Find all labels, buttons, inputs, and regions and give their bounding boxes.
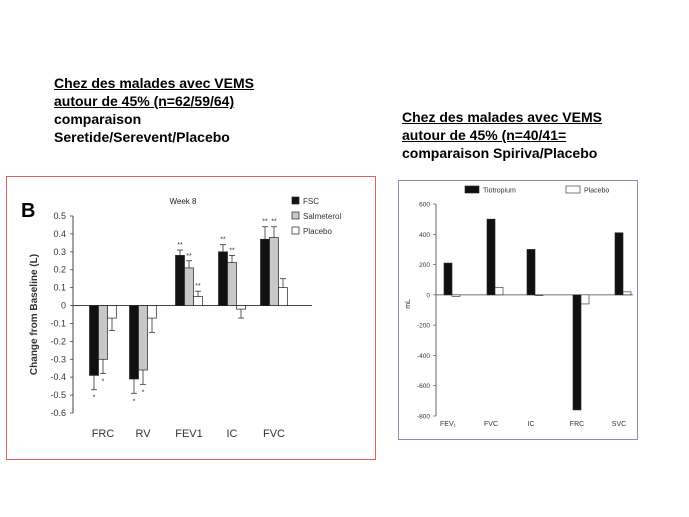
y-tick-label: -200 — [417, 323, 430, 330]
right-chart: 600 400 200 0 -200 -400 -600 -800 mL FEV₁ FVC IC FRC… — [405, 185, 633, 428]
bar-fsc-fev1 — [175, 255, 185, 306]
left-chart-panel: B Week 8 0.5 0.4 0.3 0.2 0.1 0 -0.1 -0.2 -0.3 -0.4 -… — [6, 176, 376, 460]
legend-label-placebo: Placebo — [584, 188, 609, 195]
significance-mark: ** — [229, 247, 235, 254]
x-tick-label: FRC — [92, 428, 115, 440]
bar-placebo-ic — [236, 305, 246, 310]
legend-label-placebo: Placebo — [303, 227, 332, 236]
x-tick-label: RV — [135, 428, 151, 440]
y-tick-label: 400 — [419, 232, 430, 239]
significance-mark: ** — [195, 283, 201, 290]
left-caption-line4: Seretide/Serevent/Placebo — [54, 129, 230, 145]
bar-tiotropium-fvc — [486, 218, 496, 296]
significance-mark: ** — [186, 253, 192, 260]
bar-fsc-frc — [89, 305, 99, 376]
y-tick-label: -800 — [417, 414, 430, 421]
bar-fsc-ic — [218, 251, 228, 306]
legend-swatch-placebo — [565, 185, 581, 194]
y-tick-label: -0.3 — [50, 354, 66, 364]
significance-mark: ** — [177, 242, 183, 249]
x-tick-label: IC — [528, 421, 535, 428]
x-tick-label: SVC — [612, 421, 626, 428]
y-tick-label: 200 — [419, 262, 430, 269]
legend-swatch-placebo — [291, 226, 300, 235]
significance-mark: * — [133, 398, 136, 405]
y-tick-label: 0 — [61, 301, 66, 311]
bar-placebo-ic — [534, 294, 544, 296]
right-chart-panel: 600 400 200 0 -200 -400 -600 -800 mL FEV₁ FVC IC FRC… — [398, 180, 638, 440]
x-tick-label: FRC — [570, 421, 584, 428]
bar-tiotropium-fev — [443, 262, 453, 296]
bar-fsc-rv — [129, 305, 139, 380]
y-tick-label: -600 — [417, 383, 430, 390]
bar-placebo-fev — [451, 294, 461, 297]
bar-placebo-frc — [107, 305, 117, 319]
panel-letter: B — [21, 200, 35, 222]
significance-mark: ** — [220, 237, 226, 244]
x-tick-label: IC — [227, 428, 238, 440]
y-tick-label: 600 — [419, 202, 430, 209]
bar-placebo-fvc — [494, 286, 504, 296]
left-caption-line3: comparaison — [54, 111, 142, 127]
legend-label-tiotropium: Tiotropium — [483, 188, 516, 195]
bar-salmeterol-frc — [98, 305, 108, 360]
y-tick-label: 0.4 — [53, 229, 66, 239]
bar-tiotropium-frc — [572, 294, 582, 411]
bar-placebo-svc — [622, 291, 632, 296]
left-caption-line1: Chez des malades avec VEMS — [54, 75, 254, 91]
y-tick-label: -0.1 — [50, 318, 66, 328]
y-tick-label: -0.5 — [50, 390, 66, 400]
y-tick-label: -0.4 — [50, 372, 66, 382]
bar-placebo-fev1 — [193, 296, 203, 306]
significance-mark: ** — [262, 219, 268, 226]
significance-mark: ** — [271, 219, 277, 226]
y-tick-label: 0.2 — [53, 265, 66, 275]
y-tick-label: -0.2 — [50, 336, 66, 346]
left-chart: B Week 8 0.5 0.4 0.3 0.2 0.1 0 -0.1 -0.2 -0.3 -0.4 -… — [21, 196, 341, 440]
y-axis-label: Change from Baseline (L) — [29, 254, 40, 375]
x-tick-label: FVC — [484, 421, 498, 428]
x-tick-label: FVC — [263, 428, 285, 440]
legend-swatch-fsc — [291, 196, 300, 205]
y-tick-label: -400 — [417, 353, 430, 360]
legend-label-salmeterol: Salmeterol — [303, 212, 341, 221]
right-caption: Chez des malades avec VEMS autour de 45%… — [402, 108, 689, 162]
bar-tiotropium-svc — [614, 232, 624, 296]
bar-placebo-frc — [580, 294, 590, 305]
y-axis-label: mL — [405, 299, 412, 309]
chart-title: Week 8 — [170, 197, 198, 206]
bar-salmeterol-fvc — [269, 237, 279, 306]
bar-placebo-rv — [147, 305, 157, 319]
y-tick-label: -0.6 — [50, 408, 66, 418]
significance-mark: * — [142, 389, 145, 396]
y-tick-label: 0.3 — [53, 247, 66, 257]
significance-mark: * — [102, 379, 105, 386]
right-caption-line2: autour de 45% (n=40/41= — [402, 127, 567, 143]
bar-fsc-fvc — [260, 238, 270, 306]
right-caption-line3: comparaison Spiriva/Placebo — [402, 145, 598, 161]
left-caption-line2: autour de 45% (n=62/59/64) — [54, 93, 235, 109]
legend-swatch-salmeterol — [291, 211, 300, 220]
bar-tiotropium-ic — [526, 249, 536, 296]
bar-salmeterol-fev1 — [184, 267, 194, 306]
right-caption-line1: Chez des malades avec VEMS — [402, 109, 602, 125]
legend-swatch-tiotropium — [464, 185, 480, 194]
y-tick-label: 0.1 — [53, 283, 66, 293]
significance-mark: * — [93, 395, 96, 402]
legend-label-fsc: FSC — [303, 197, 319, 206]
bar-placebo-fvc — [278, 287, 288, 306]
x-tick-label: FEV₁ — [440, 421, 457, 428]
y-tick-label: 0 — [426, 292, 430, 299]
bar-salmeterol-rv — [138, 305, 148, 371]
left-caption: Chez des malades avec VEMS autour de 45%… — [54, 74, 354, 146]
bar-salmeterol-ic — [227, 262, 237, 306]
x-tick-label: FEV1 — [175, 428, 203, 440]
y-tick-label: 0.5 — [53, 211, 66, 221]
